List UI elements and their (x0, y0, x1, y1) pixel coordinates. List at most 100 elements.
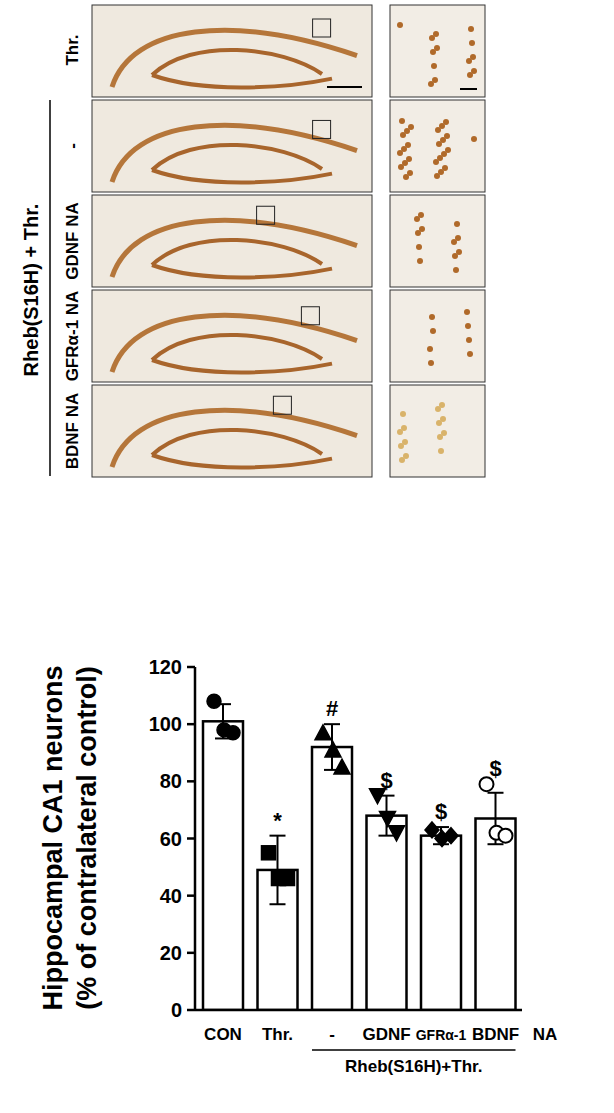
y-tick-label: 80 (160, 770, 182, 792)
ca-layer (112, 125, 357, 182)
cell (428, 360, 434, 366)
cell (429, 314, 435, 320)
y-tick-label: 60 (160, 828, 182, 850)
inset (390, 195, 485, 287)
cell (468, 26, 474, 32)
x-tick-label: GFRα-1 (416, 1027, 467, 1043)
point (315, 725, 331, 740)
cell (427, 346, 433, 352)
label: BDNF NA (63, 393, 82, 470)
label: Thr. (63, 34, 82, 65)
cell (416, 244, 422, 250)
y-tick-label: 120 (149, 656, 182, 678)
bar (367, 816, 407, 1010)
cell (397, 150, 403, 156)
micrograph (92, 5, 372, 97)
y-tick (187, 1009, 195, 1012)
micrograph (92, 100, 372, 192)
error-cap (488, 843, 504, 845)
error-line (277, 836, 279, 905)
x-tick-label: CON (204, 1025, 242, 1044)
y-tick-label: 100 (149, 713, 182, 735)
micrograph (92, 385, 372, 477)
cell (436, 420, 442, 426)
cell (467, 72, 473, 78)
annotation: $ (435, 799, 447, 824)
inset-box (313, 19, 331, 37)
error-cap (270, 835, 286, 837)
cell (437, 434, 443, 440)
x-tick-label: - (329, 1025, 335, 1044)
cell (428, 81, 434, 87)
point (325, 742, 341, 757)
inset-frame (390, 100, 485, 192)
cell (430, 328, 436, 334)
cell (464, 309, 470, 315)
cell (433, 159, 439, 165)
cell (434, 173, 440, 179)
inset (390, 290, 485, 382)
dentate-gyrus (152, 430, 332, 468)
inset (390, 5, 485, 97)
y-tick-label: 40 (160, 885, 182, 907)
x-tick-label: BDNF (472, 1025, 519, 1044)
cell (465, 323, 471, 329)
y-tick (187, 837, 195, 840)
point (262, 846, 276, 860)
ca-layer (112, 315, 357, 372)
cell (429, 35, 435, 41)
image-frame (92, 195, 372, 287)
micrograph (92, 195, 372, 287)
label: GDNF NA (63, 202, 82, 279)
image-frame (92, 290, 372, 382)
cell (414, 216, 420, 222)
annotation: # (326, 696, 338, 721)
ca-layer (112, 410, 357, 467)
scale-bar (460, 88, 477, 90)
y-axis-title: Hippocampal CA1 neurons (38, 665, 68, 1010)
y-tick-label: 0 (171, 999, 182, 1021)
label: - (63, 143, 82, 149)
annotation: $ (380, 768, 392, 793)
inset-frame (390, 5, 485, 97)
point (499, 829, 513, 843)
point (389, 826, 405, 841)
point (207, 694, 221, 708)
cell (452, 253, 458, 259)
image-frame (92, 385, 372, 477)
x-tick-label: Thr. (262, 1025, 293, 1044)
error-cap (270, 903, 286, 905)
cell (436, 141, 442, 147)
cell (435, 406, 441, 412)
point (281, 872, 295, 886)
plot-area (203, 694, 516, 1010)
point (334, 759, 350, 774)
cell (417, 258, 423, 264)
bar (421, 836, 461, 1010)
inset-box (273, 396, 291, 414)
inset (390, 385, 485, 477)
error-cap (324, 723, 340, 725)
inset (390, 100, 485, 192)
cell (454, 221, 460, 227)
error-cap (379, 835, 395, 837)
image-frame (92, 5, 372, 97)
dentate-gyrus (152, 240, 332, 278)
error-cap (488, 792, 504, 794)
cell (403, 174, 409, 180)
cell (453, 267, 459, 273)
cell (430, 49, 436, 55)
cell (415, 230, 421, 236)
label: GFRα-1 NA (63, 291, 82, 382)
annotation: * (273, 808, 282, 833)
y-tick (187, 666, 195, 669)
image-frame (92, 100, 372, 192)
dentate-gyrus (152, 335, 332, 373)
bar (203, 721, 243, 1010)
x-axis (195, 1009, 522, 1012)
cell (451, 239, 457, 245)
cell (431, 63, 437, 69)
x-suffix: NA (533, 1025, 558, 1044)
cell (469, 40, 475, 46)
cell (466, 337, 472, 343)
